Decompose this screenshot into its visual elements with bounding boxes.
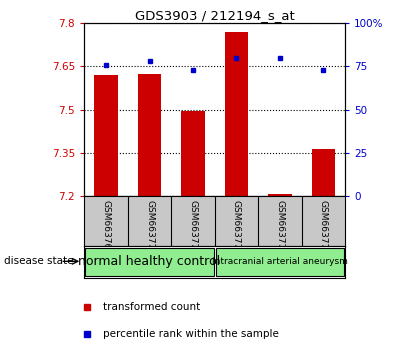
Bar <box>94 75 118 196</box>
Text: transformed count: transformed count <box>103 302 200 312</box>
Text: percentile rank within the sample: percentile rank within the sample <box>103 329 279 339</box>
Text: GSM663774: GSM663774 <box>319 200 328 255</box>
Text: GSM663773: GSM663773 <box>275 200 284 256</box>
Text: disease state: disease state <box>4 256 74 266</box>
Bar <box>312 149 335 196</box>
Bar <box>85 248 214 276</box>
Bar <box>216 248 344 276</box>
Text: intracranial arterial aneurysm: intracranial arterial aneurysm <box>212 257 348 266</box>
Text: GSM663770: GSM663770 <box>145 200 154 256</box>
Bar <box>268 194 292 196</box>
Text: GSM663771: GSM663771 <box>189 200 198 256</box>
Text: GSM663769: GSM663769 <box>102 200 111 256</box>
Bar <box>138 74 162 196</box>
Bar <box>181 111 205 196</box>
Bar <box>224 32 249 196</box>
Text: normal healthy control: normal healthy control <box>79 255 221 268</box>
Title: GDS3903 / 212194_s_at: GDS3903 / 212194_s_at <box>135 9 295 22</box>
Text: GSM663772: GSM663772 <box>232 200 241 255</box>
